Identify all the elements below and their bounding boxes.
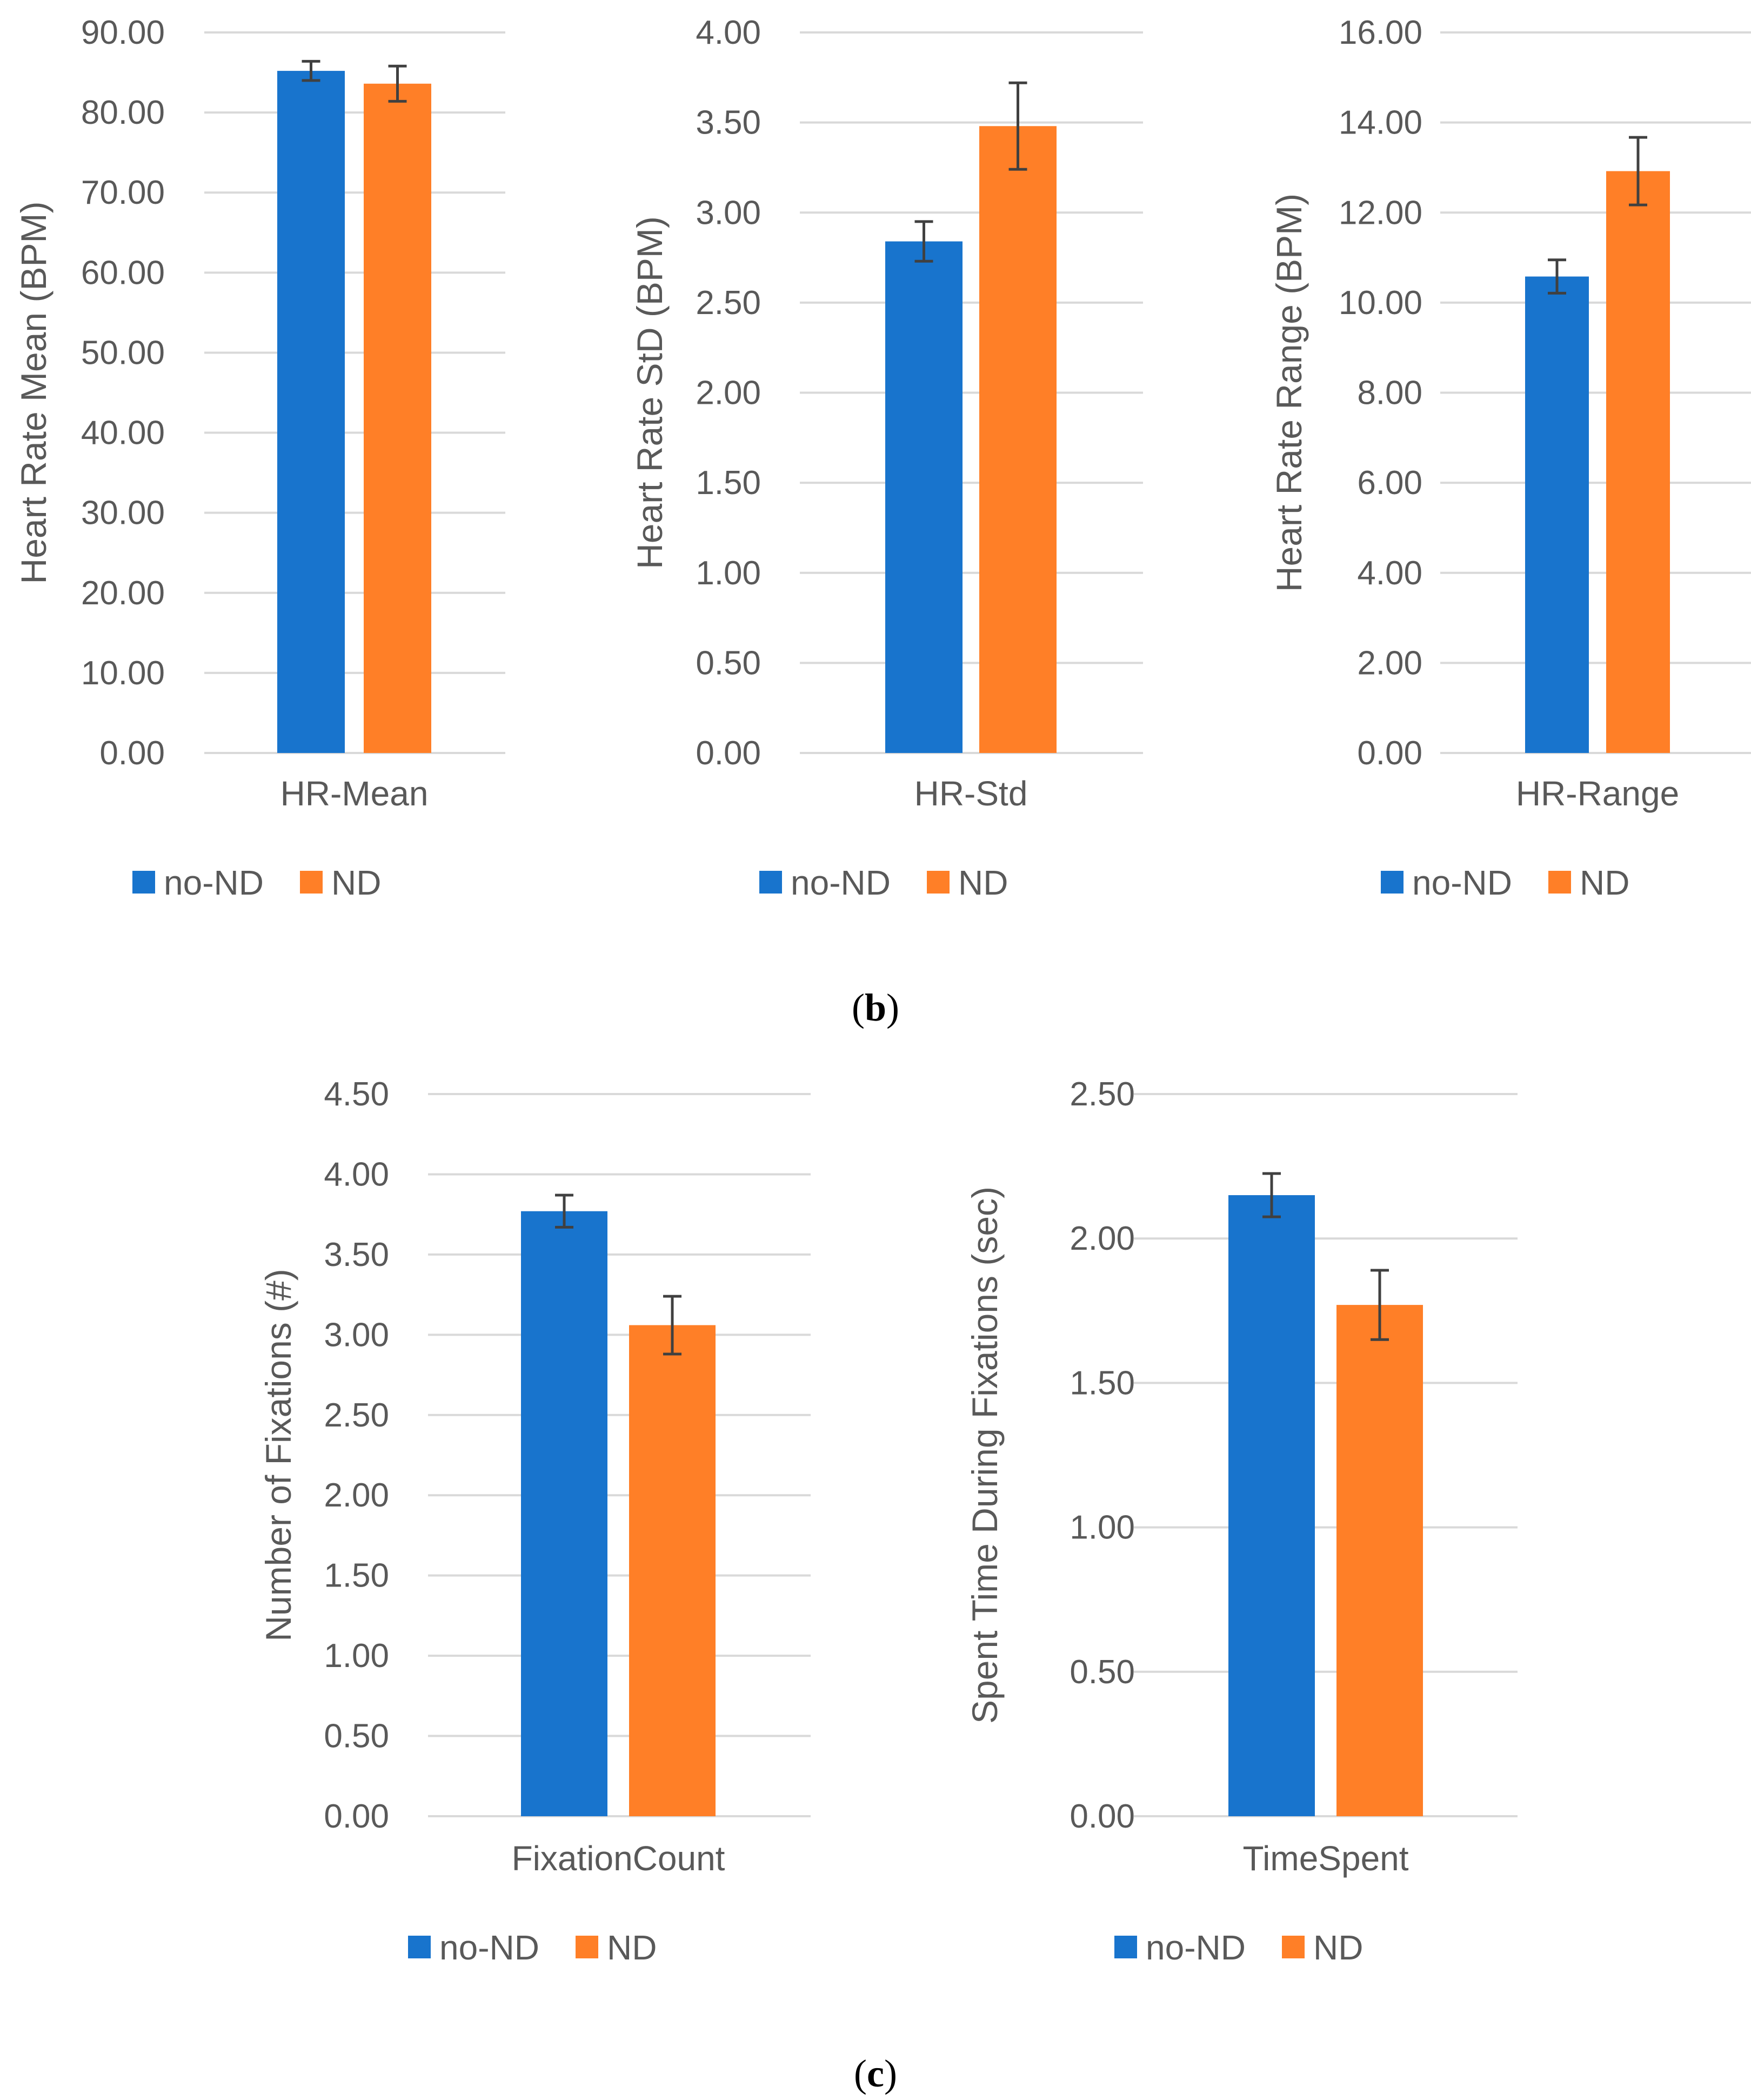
hr-range-chart: 0.00 2.00 4.00 6.00 8.00 10.00 12.00 14.00 16.00… [1269, 14, 1751, 902]
legend-label-nd: ND [1313, 1928, 1363, 1967]
y-tick-label: 0.00 [324, 1798, 389, 1835]
y-tick-label: 3.00 [696, 194, 761, 231]
bar-nd [364, 83, 431, 753]
y-tick-label: 40.00 [81, 415, 165, 452]
legend-swatch-no-nd [1381, 871, 1404, 894]
legend-swatch-nd [927, 871, 950, 894]
y-tick-label: 8.00 [1357, 375, 1422, 412]
fixation-count-chart: 0.00 0.50 1.00 1.50 2.00 2.50 3.00 3.50 4.00 4.50… [258, 1076, 811, 1967]
y-tick-label: 0.00 [99, 735, 165, 772]
y-tick-label: 1.50 [696, 464, 761, 502]
y-tick-label: 1.00 [1070, 1509, 1135, 1546]
legend-label-nd: ND [958, 863, 1008, 902]
category-label: TimeSpent [1242, 1839, 1408, 1878]
y-axis-label: Heart Rate Mean (BPM) [14, 202, 54, 584]
y-tick-label: 2.00 [1357, 644, 1422, 682]
caption-c: (c) [854, 2052, 897, 2095]
legend-label-no-nd: no-ND [164, 863, 264, 902]
legend-label-nd: ND [1580, 863, 1629, 902]
y-tick-label: 0.00 [1357, 735, 1422, 772]
y-axis-label: Heart Rate StD (BPM) [630, 216, 670, 569]
y-tick-label: 0.00 [1070, 1798, 1135, 1835]
bar-no-nd [1525, 276, 1589, 754]
y-tick-label: 80.00 [81, 94, 165, 131]
category-label: HR-Std [914, 774, 1028, 813]
legend-label-nd: ND [331, 863, 381, 902]
y-tick-label: 2.50 [324, 1397, 389, 1434]
bar-no-nd [521, 1211, 607, 1816]
y-tick-label: 4.50 [324, 1076, 389, 1113]
y-tick-label: 2.50 [1070, 1076, 1135, 1113]
y-tick-label: 12.00 [1339, 194, 1422, 231]
y-tick-label: 16.00 [1339, 14, 1422, 51]
y-tick-label: 1.50 [1070, 1364, 1135, 1402]
y-tick-label: 10.00 [1339, 284, 1422, 322]
legend-swatch-nd [1548, 871, 1571, 894]
legend-swatch-no-nd [1114, 1936, 1137, 1958]
y-tick-label: 70.00 [81, 174, 165, 211]
legend-label-no-nd: no-ND [1146, 1928, 1246, 1967]
legend-swatch-nd [300, 871, 323, 894]
y-tick-label: 3.50 [696, 104, 761, 142]
hr-mean-chart: 0.00 10.00 20.00 30.00 40.00 50.00 60.00 70.00 8… [14, 14, 505, 902]
time-spent-chart: 0.00 0.50 1.00 1.50 2.00 2.50 Spent Time Durin… [965, 1076, 1518, 1967]
y-tick-label: 1.00 [324, 1637, 389, 1675]
bar-no-nd [885, 241, 963, 753]
y-tick-label: 0.00 [696, 735, 761, 772]
y-tick-label: 4.00 [324, 1156, 389, 1193]
y-tick-label: 6.00 [1357, 464, 1422, 502]
y-axis-label: Spent Time During Fixations (sec) [965, 1186, 1005, 1724]
y-axis-label: Number of Fixations (#) [258, 1269, 298, 1642]
caption-b: (b) [852, 986, 899, 1029]
caption-b-letter: b [865, 986, 886, 1029]
category-label: FixationCount [512, 1839, 725, 1878]
legend-swatch-nd [1282, 1936, 1305, 1958]
legend-swatch-no-nd [759, 871, 782, 894]
y-tick-label: 3.00 [324, 1316, 389, 1354]
y-tick-label: 90.00 [81, 14, 165, 51]
legend-label-nd: ND [607, 1928, 657, 1967]
legend-swatch-no-nd [408, 1936, 431, 1958]
category-label: HR-Range [1516, 774, 1679, 813]
hr-std-chart: 0.00 0.50 1.00 1.50 2.00 2.50 3.00 3.50 4.00 Hear… [630, 14, 1143, 902]
y-tick-label: 10.00 [81, 655, 165, 692]
legend-label-no-nd: no-ND [1412, 863, 1512, 902]
bar-nd [979, 126, 1057, 753]
y-axis-label: Heart Rate Range (BPM) [1269, 194, 1309, 592]
y-tick-label: 1.50 [324, 1557, 389, 1595]
y-tick-label: 50.00 [81, 334, 165, 371]
y-tick-label: 2.50 [696, 284, 761, 322]
y-tick-label: 0.50 [1070, 1654, 1135, 1691]
legend-swatch-no-nd [132, 871, 155, 894]
y-tick-label: 20.00 [81, 575, 165, 612]
y-tick-label: 2.00 [324, 1477, 389, 1514]
y-tick-label: 14.00 [1339, 104, 1422, 142]
y-tick-label: 4.00 [1357, 555, 1422, 592]
y-tick-label: 4.00 [696, 14, 761, 51]
y-tick-label: 2.00 [696, 375, 761, 412]
bar-nd [629, 1325, 716, 1816]
y-tick-label: 0.50 [696, 644, 761, 682]
y-tick-label: 3.50 [324, 1236, 389, 1274]
caption-c-letter: c [867, 2052, 884, 2095]
y-tick-label: 1.00 [696, 555, 761, 592]
bar-nd [1336, 1305, 1423, 1816]
y-tick-label: 30.00 [81, 495, 165, 532]
bar-no-nd [277, 71, 345, 753]
y-tick-label: 60.00 [81, 254, 165, 291]
legend-swatch-nd [576, 1936, 598, 1958]
y-tick-label: 2.00 [1070, 1220, 1135, 1257]
legend-label-no-nd: no-ND [439, 1928, 539, 1967]
bar-no-nd [1228, 1195, 1315, 1816]
legend-label-no-nd: no-ND [791, 863, 891, 902]
category-label: HR-Mean [280, 774, 429, 813]
bar-nd [1606, 171, 1670, 753]
y-tick-label: 0.50 [324, 1718, 389, 1755]
